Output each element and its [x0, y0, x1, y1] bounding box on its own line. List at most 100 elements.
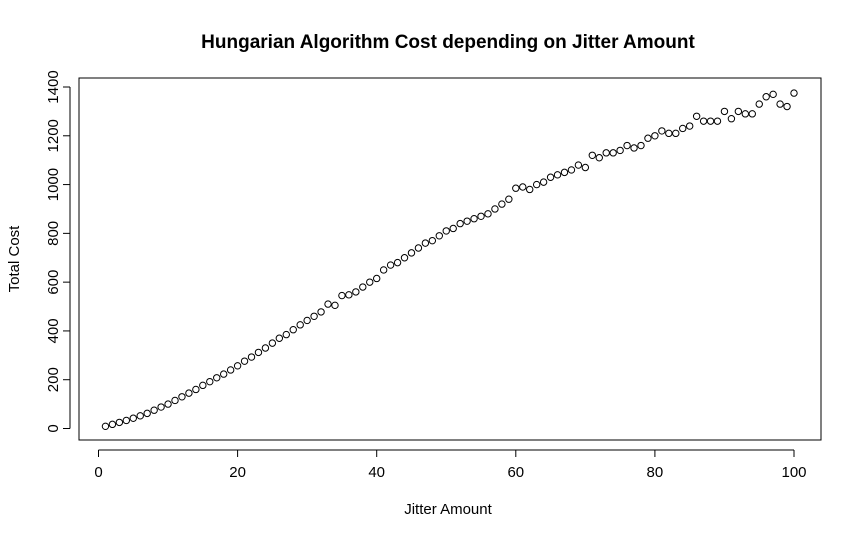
data-point [755, 100, 763, 108]
data-point [790, 89, 798, 97]
data-point [310, 312, 318, 320]
y-tick-label: 400 [45, 318, 62, 343]
data-point [776, 100, 784, 108]
data-point [630, 144, 638, 152]
data-point [762, 93, 770, 101]
data-point [143, 409, 151, 418]
data-point [414, 244, 423, 252]
data-point [651, 132, 659, 140]
data-point [435, 232, 443, 240]
data-point [373, 274, 381, 283]
x-tick-label: 20 [229, 464, 246, 481]
data-point [129, 414, 137, 422]
data-point [150, 406, 158, 414]
data-point [713, 117, 722, 125]
data-point [560, 168, 569, 177]
data-point [505, 195, 513, 203]
data-point [706, 117, 715, 125]
data-point [164, 400, 172, 408]
x-tick-label: 0 [94, 464, 102, 481]
data-point [185, 389, 193, 397]
data-point [679, 124, 687, 133]
data-point [637, 141, 645, 150]
data-point [699, 117, 708, 125]
data-point [352, 288, 360, 296]
data-point [199, 381, 207, 390]
data-point [769, 90, 777, 99]
y-tick-label: 0 [45, 424, 62, 432]
data-point [122, 416, 131, 425]
data-point [665, 129, 673, 138]
data-point [345, 291, 353, 299]
data-point [442, 227, 450, 235]
data-point [567, 166, 576, 174]
data-point [685, 122, 694, 130]
x-axis: 0 20 40 60 80 100 [94, 449, 807, 481]
data-point [192, 385, 200, 394]
data-point [692, 112, 701, 120]
data-point [247, 353, 256, 361]
x-tick-label: 40 [368, 464, 385, 481]
data-point [400, 254, 409, 262]
data-point [574, 161, 583, 169]
data-point [672, 129, 680, 138]
data-point [324, 300, 332, 308]
y-tick-label: 1400 [45, 70, 62, 103]
data-point [539, 178, 548, 186]
data-point [602, 149, 610, 157]
data-point [741, 110, 750, 118]
data-point [449, 224, 457, 233]
y-tick-label: 600 [45, 270, 62, 295]
data-point [136, 412, 144, 420]
data-point [734, 107, 743, 116]
x-tick-label: 60 [507, 464, 524, 481]
data-point [226, 366, 235, 374]
data-point [254, 348, 263, 357]
data-point [206, 377, 214, 386]
x-tick-label: 80 [647, 464, 664, 481]
data-point [366, 278, 374, 286]
data-point [359, 283, 367, 291]
data-point [658, 127, 666, 135]
data-point [233, 362, 242, 370]
data-point [407, 249, 416, 257]
plot-frame [78, 77, 822, 441]
data-point [338, 291, 346, 300]
data-point [261, 344, 270, 352]
data-point [609, 149, 617, 157]
data-point [303, 316, 311, 325]
data-point [240, 357, 249, 365]
y-tick-label: 200 [45, 367, 62, 392]
data-point [282, 330, 290, 339]
data-point [727, 115, 736, 123]
data-point [393, 258, 402, 267]
data-point [296, 321, 304, 329]
y-tick-label: 1000 [45, 168, 62, 201]
data-point [616, 146, 624, 155]
data-point [783, 102, 791, 111]
data-point [463, 217, 471, 225]
data-point [115, 418, 124, 427]
data-point [470, 215, 478, 223]
data-points [101, 89, 798, 431]
data-point [108, 420, 117, 429]
data-point [101, 422, 110, 431]
data-point [519, 183, 527, 191]
data-point [421, 239, 430, 247]
y-axis-label: Total Cost [6, 225, 23, 293]
data-point [491, 205, 499, 213]
data-point [512, 184, 520, 192]
data-point [178, 393, 186, 401]
data-point [553, 171, 562, 179]
data-point [748, 110, 756, 118]
chart-title: Hungarian Algorithm Cost depending on Ji… [201, 32, 695, 53]
data-point [379, 266, 388, 274]
data-point [588, 151, 597, 160]
data-point [546, 173, 555, 181]
data-point [595, 154, 603, 162]
data-point [720, 107, 729, 116]
data-point [268, 339, 277, 347]
x-axis-label: Jitter Amount [404, 501, 492, 518]
data-point [498, 200, 506, 208]
